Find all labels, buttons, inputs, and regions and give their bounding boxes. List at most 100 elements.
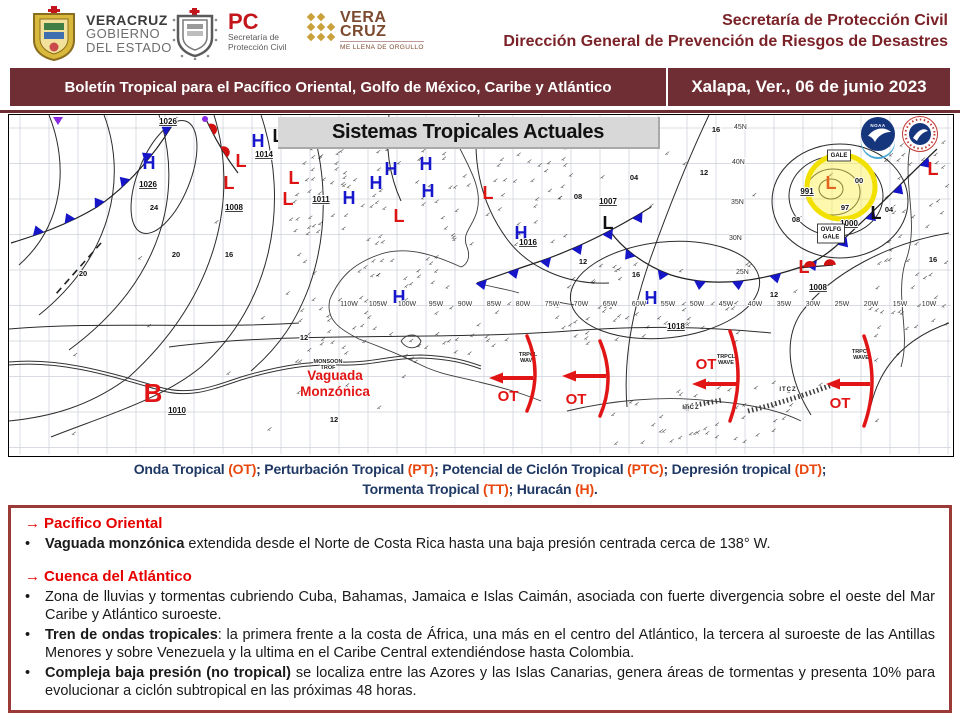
pressure-label: 1014 [255, 150, 273, 159]
department-titles: Secretaría de Protección Civil Dirección… [503, 10, 948, 52]
veracruz-brand-wordmark: VERA CRUZ ME LLENA DE ORGULLO [340, 9, 424, 51]
legend-text: ; Perturbación Tropical [256, 461, 408, 477]
latitude-label: 40N [732, 159, 745, 166]
contour-label: 16 [929, 255, 937, 264]
cold-front-pip [64, 213, 76, 224]
veracruz-coat-of-arms-icon [28, 6, 80, 67]
page-header: VERACRUZ GOBIERNO DEL ESTADO PC Secretar… [0, 0, 960, 66]
pressure-label: 1010 [168, 406, 186, 415]
bullet-item: • Compleja baja presión (no tropical) se … [25, 664, 935, 701]
ot-label: OT [830, 395, 851, 412]
legend-text: Tormenta Tropical [362, 481, 483, 497]
longitude-label: 90W [458, 301, 473, 308]
cold-front-pip [632, 212, 643, 224]
title-bar-divider [666, 68, 668, 106]
map-annotation: WAVE [718, 360, 734, 366]
contour-label: 04 [885, 205, 894, 214]
tropical-wave-arrowhead [489, 372, 503, 384]
warm-front-pip [208, 123, 217, 135]
boxed-label-text: GALE [823, 235, 840, 241]
direccion-title: Dirección General de Prevención de Riesg… [503, 33, 948, 50]
contour-label: 20 [172, 250, 180, 259]
bullet-text: Vaguada monzónica extendida desde el Nor… [45, 536, 771, 552]
map-grid [9, 115, 951, 454]
cold-front-pip [539, 257, 552, 268]
pressure-label: 1011 [312, 195, 330, 204]
high-pressure-symbol: H [343, 188, 356, 208]
longitude-label: 40W [748, 301, 763, 308]
contour-label: 24 [150, 203, 159, 212]
cold-front-pip [769, 273, 782, 284]
longitude-label: 100W [398, 301, 417, 308]
cold-front-pip [571, 244, 583, 255]
itcz-label: ITCZ [682, 405, 699, 411]
bullet-icon: • [25, 626, 31, 643]
low-pressure-symbol: L [236, 151, 247, 171]
map-annotation: TRPCL [519, 352, 538, 358]
ot-label: OT [498, 388, 519, 405]
cold-front-pip [731, 280, 744, 291]
contour-label: 16 [632, 270, 640, 279]
high-pressure-symbol: H [370, 173, 383, 193]
low-pressure-symbol: L [289, 168, 300, 188]
cold-front-pip [625, 248, 636, 260]
legend-text: ; Potencial de Ciclón Tropical [434, 461, 628, 477]
high-pressure-symbol: H [143, 153, 156, 173]
legend-line: Onda Tropical (OT); Perturbación Tropica… [0, 459, 960, 479]
title-bar: Boletín Tropical para el Pacífico Orient… [10, 68, 950, 106]
longitude-label: 60W [632, 301, 647, 308]
bulletin-date: Xalapa, Ver., 06 de junio 2023 [691, 77, 927, 96]
pressure-label: 1008 [809, 283, 827, 292]
cold-front-pip [32, 225, 45, 237]
legend-text: Onda Tropical [133, 461, 229, 477]
high-pressure-symbol: H [420, 154, 433, 174]
legend-abbr: (PT) [407, 461, 435, 477]
latitude-label: 25N [736, 269, 749, 276]
pc-wordmark: PC Secretaría de Protección Civil [228, 9, 287, 53]
boxed-label [817, 223, 845, 244]
longitude-label: 25W [835, 301, 850, 308]
longitude-label: 110W [340, 301, 358, 308]
section-heading-text: Pacífico Oriental [44, 515, 163, 532]
contour-label: 04 [630, 173, 639, 182]
legend-abbr: (DT) [794, 461, 822, 477]
legend-line: Tormenta Tropical (TT); Huracán (H). [0, 479, 960, 499]
contour-label: 20 [79, 269, 87, 278]
map-annotation: TROF [321, 365, 337, 371]
longitude-label: 30W [806, 301, 821, 308]
occluded-front-pip [202, 116, 208, 122]
info-box: → Pacífico Oriental • Vaguada monzónica ext… [8, 505, 952, 713]
vaguada-label: Vaguada [307, 368, 363, 383]
warm-front-pip [803, 260, 816, 268]
cold-front-pip [865, 210, 876, 222]
longitude-label: 55W [661, 301, 676, 308]
vaguada-label: Monzónica [300, 384, 370, 399]
legend-abbr: (PTC) [627, 461, 664, 477]
ot-label: OT [566, 391, 587, 408]
cold-front-pip [119, 176, 131, 188]
legend-abbr: (OT) [228, 461, 257, 477]
monsoon-trough-line [8, 242, 838, 414]
high-pressure-symbol: H [385, 159, 398, 179]
legend-text: ; Depresión tropical [663, 461, 795, 477]
longitude-label: 70W [574, 301, 589, 308]
bulletin-title: Boletín Tropical para el Pacífico Orient… [64, 78, 612, 96]
contour-label: 12 [579, 257, 587, 266]
longitude-label: 75W [545, 301, 560, 308]
high-pressure-symbol: H [252, 131, 265, 151]
bullet-item: • Tren de ondas tropicales: la primera fr… [25, 626, 935, 663]
boxed-label-text: GALE [831, 153, 848, 159]
cold-front-pip [141, 152, 153, 163]
longitude-label: 50W [690, 301, 705, 308]
weather-fronts [10, 116, 938, 291]
low-pressure-symbol: L [871, 203, 882, 223]
low-pressure-symbol: L [283, 189, 294, 209]
gale-low-symbol: L [826, 173, 837, 193]
pressure-label: 1007 [599, 197, 617, 206]
legend: Onda Tropical (OT); Perturbación Tropica… [0, 459, 960, 499]
latitude-label: 35N [731, 199, 744, 206]
low-pressure-symbol: L [394, 206, 405, 226]
pressure-label: 1018 [667, 322, 685, 331]
contour-label: 00 [855, 176, 863, 185]
noaa-logo-icon: NOAA [861, 117, 895, 159]
